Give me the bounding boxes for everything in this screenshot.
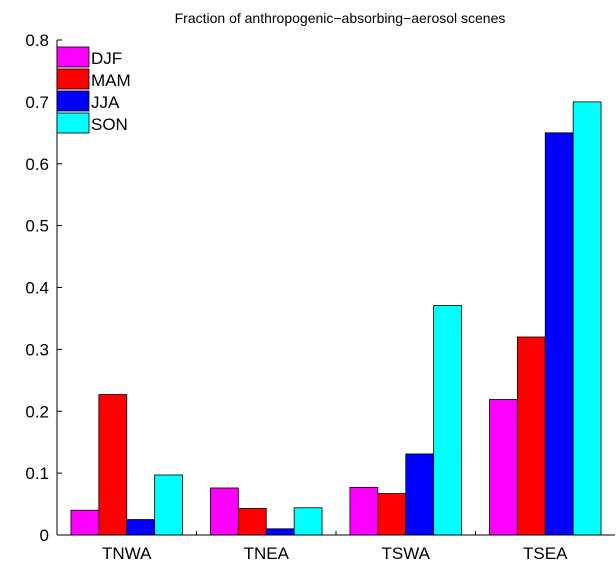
y-tick-label: 0.7	[25, 93, 49, 112]
legend-label-djf: DJF	[91, 49, 122, 68]
bar-tnwa-mam	[98, 394, 128, 536]
y-tick-label: 0	[40, 526, 49, 545]
bar-tswa-djf	[349, 486, 379, 536]
legend-swatch-son	[56, 112, 90, 134]
axes: TNWA TNEA TSWA TSEA 0 0.1 0.2 0.3 0.4 0.5 0.6 0.7 0.…	[25, 31, 615, 563]
legend-swatch-jja	[56, 90, 90, 112]
bar-tnwa-jja	[126, 519, 156, 536]
plot-area	[70, 101, 602, 536]
x-tick-label: TNEA	[244, 544, 290, 563]
bar-tnea-son	[293, 507, 323, 536]
bar-tnwa-son	[154, 474, 183, 536]
y-tick-label: 0.4	[25, 279, 49, 298]
bar-tswa-son	[433, 305, 462, 536]
x-tick-label: TSWA	[382, 544, 431, 563]
bar-tswa-mam	[377, 493, 407, 536]
legend: DJF MAM JJA SON	[56, 46, 131, 134]
y-tick-label: 0.3	[25, 340, 49, 359]
legend-swatch-mam	[56, 68, 90, 90]
x-tick-label: TSEA	[523, 544, 568, 563]
bar-tnea-mam	[237, 507, 267, 536]
bar-tsea-mam	[516, 336, 546, 536]
bar-tsea-djf	[489, 399, 518, 536]
y-tick-label: 0.8	[25, 31, 49, 50]
bar-tnea-jja	[265, 528, 295, 536]
x-tick-label: TNWA	[102, 544, 152, 563]
legend-label-son: SON	[91, 115, 128, 134]
bar-tsea-jja	[544, 132, 574, 536]
legend-swatch-djf	[56, 46, 90, 68]
bar-tsea-son	[572, 101, 602, 536]
bar-tswa-jja	[405, 453, 435, 536]
legend-label-jja: JJA	[91, 93, 120, 112]
y-tick-label: 0.5	[25, 217, 49, 236]
bar-tnea-djf	[210, 487, 239, 536]
chart-title: Fraction of anthropogenic−absorbing−aero…	[175, 10, 506, 26]
y-tick-label: 0.1	[25, 464, 49, 483]
y-tick-label: 0.6	[25, 155, 49, 174]
y-tick-label: 0.2	[25, 402, 49, 421]
bar-tnwa-djf	[70, 509, 100, 536]
legend-label-mam: MAM	[91, 71, 131, 90]
